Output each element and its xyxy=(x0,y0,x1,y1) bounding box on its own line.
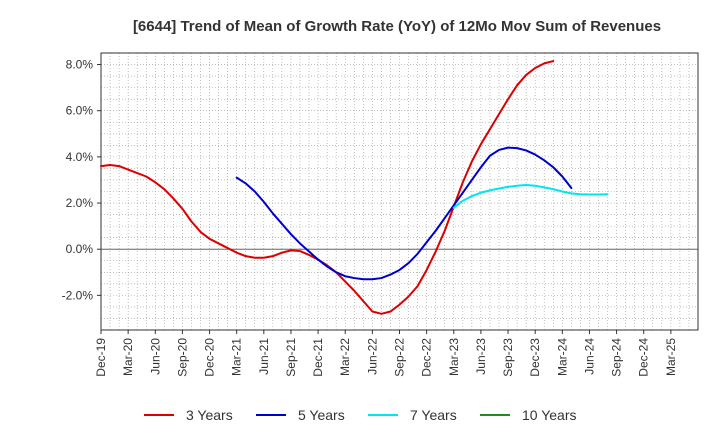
x-tick-label: Jun-20 xyxy=(148,338,162,375)
x-tick-label: Dec-20 xyxy=(203,338,217,377)
series-line-5-years xyxy=(235,146,573,281)
x-tick-label: Mar-23 xyxy=(447,338,461,376)
grid-layer xyxy=(100,52,699,331)
x-tick-label: Sep-21 xyxy=(284,338,298,377)
y-tick-label: -2.0% xyxy=(62,288,94,302)
x-tick-label: Sep-20 xyxy=(175,338,189,377)
y-tick-label: 2.0% xyxy=(66,196,94,210)
x-tick-label: Mar-21 xyxy=(230,338,244,376)
x-tick-label: Mar-25 xyxy=(664,338,678,376)
y-tick-label: 6.0% xyxy=(66,104,94,118)
series-layer xyxy=(100,60,609,315)
x-tick-label: Dec-22 xyxy=(420,338,434,377)
x-tick-label: Sep-23 xyxy=(501,338,515,377)
x-tick-label: Dec-19 xyxy=(94,338,108,377)
x-tick-label: Sep-22 xyxy=(393,338,407,377)
legend: 3 Years 5 Years 7 Years 10 Years xyxy=(144,407,577,423)
y-tick-label: 8.0% xyxy=(66,58,94,72)
x-tick-label: Mar-20 xyxy=(121,338,135,376)
legend-label-3-years: 3 Years xyxy=(186,407,233,423)
x-tick-label: Jun-21 xyxy=(257,338,271,375)
legend-label-7-years: 7 Years xyxy=(410,407,457,423)
x-tick-label: Sep-24 xyxy=(610,338,624,377)
x-tick-label: Dec-24 xyxy=(637,338,651,377)
y-tick-label: 0.0% xyxy=(66,242,94,256)
x-tick-label: Dec-21 xyxy=(311,338,325,377)
chart-title: [6644] Trend of Mean of Growth Rate (YoY… xyxy=(133,18,661,35)
legend-label-10-years: 10 Years xyxy=(522,407,577,423)
y-tick-label: 4.0% xyxy=(66,150,94,164)
axis-layer: -2.0% 0.0% 2.0% 4.0% 6.0% 8.0% Dec-19 Mar-20 Jun… xyxy=(62,52,699,377)
x-tick-label: Jun-22 xyxy=(365,338,379,375)
x-tick-label: Mar-24 xyxy=(555,338,569,376)
series-line-7-years xyxy=(452,184,609,209)
x-tick-label: Mar-22 xyxy=(338,338,352,376)
legend-label-5-years: 5 Years xyxy=(298,407,345,423)
x-tick-label: Jun-23 xyxy=(474,338,488,375)
x-tick-label: Jun-24 xyxy=(582,338,596,375)
x-tick-label: Dec-23 xyxy=(528,338,542,377)
